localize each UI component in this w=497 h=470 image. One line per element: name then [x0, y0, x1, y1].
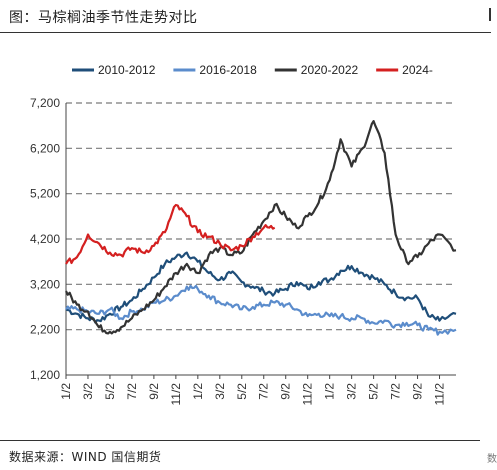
- bottom-rule: [0, 440, 480, 441]
- y-tick-label: 4,200: [30, 232, 60, 246]
- legend-label: 2020-2022: [301, 63, 359, 77]
- legend: 2010-2012 2016-2018 2020-2022 2024-: [72, 63, 433, 77]
- axis-layer: 1,200 2,200 3,200 4,200 5,200 6,200 7,200 1/2 3/…: [30, 96, 456, 405]
- legend-label: 2010-2012: [98, 63, 156, 77]
- x-tick-label: 7/2: [389, 383, 403, 400]
- series-line-2020-2022: [65, 120, 457, 335]
- x-tick-label: 7/2: [257, 383, 271, 400]
- x-tick-label: 5/2: [235, 383, 249, 400]
- x-tick-label: 1/2: [191, 383, 205, 400]
- series-line-2010-2012: [65, 251, 457, 324]
- x-tick-label: 7/2: [125, 383, 139, 400]
- seasonal-line-chart: 1,200 2,200 3,200 4,200 5,200 6,200 7,200 1/2 3/…: [30, 63, 457, 405]
- x-tick-label: 9/2: [279, 383, 293, 400]
- x-tick-label: 3/2: [81, 383, 95, 400]
- legend-label: 2024-: [402, 63, 433, 77]
- figure-title: 图：马棕榈油季节性走势对比: [9, 10, 198, 26]
- series-line-2024-: [65, 203, 276, 265]
- x-tick-label: 1/2: [323, 383, 337, 400]
- x-tick-label: 5/2: [367, 383, 381, 400]
- source-note: 数据来源：WIND 国信期货: [9, 450, 162, 464]
- x-tick-label: 9/2: [411, 383, 425, 400]
- y-tick-label: 5,200: [30, 187, 60, 201]
- y-tick-label: 3,200: [30, 277, 60, 291]
- x-tick-label: 11/2: [301, 383, 315, 406]
- x-tick-label: 3/2: [345, 383, 359, 400]
- y-tick-label: 7,200: [30, 96, 60, 110]
- series-line-2016-2018: [65, 284, 457, 336]
- x-tick-label: 9/2: [147, 383, 161, 400]
- x-tick-label: 1/2: [59, 383, 73, 400]
- y-tick-label: 2,200: [30, 323, 60, 337]
- edge-mark: [489, 8, 491, 21]
- top-rule: [0, 32, 491, 33]
- cut-off-char: 数: [487, 454, 497, 465]
- x-tick-label: 5/2: [103, 383, 117, 400]
- legend-label: 2016-2018: [199, 63, 257, 77]
- x-tick-label: 3/2: [213, 383, 227, 400]
- x-tick-label: 11/2: [169, 383, 183, 406]
- series-layer: [65, 120, 457, 336]
- y-tick-label: 1,200: [30, 368, 60, 382]
- y-tick-label: 6,200: [30, 141, 60, 155]
- x-tick-label: 11/2: [433, 383, 447, 406]
